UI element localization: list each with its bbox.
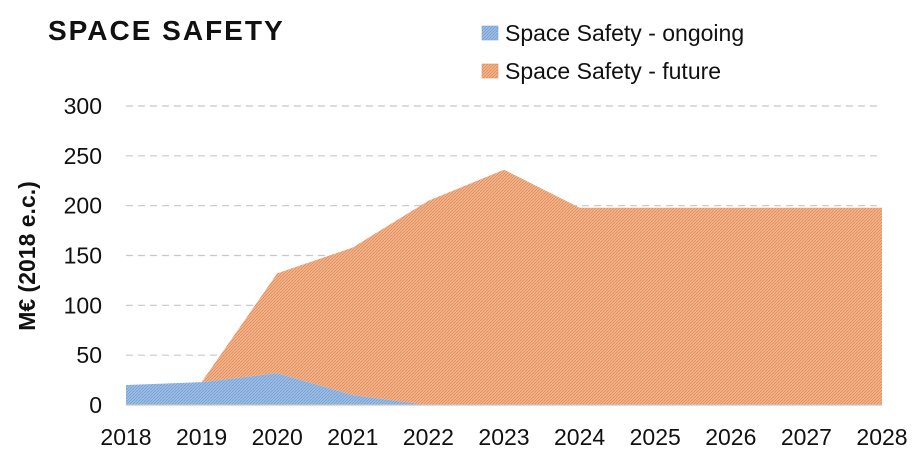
area-series-ongoing (126, 373, 882, 405)
x-tick-label: 2027 (781, 424, 832, 450)
x-axis-ticks: 2018 2019 2020 2021 2022 2023 2024 2025 2026 2027… (100, 424, 907, 450)
y-axis-label: M€ (2018 e.c.) (14, 181, 40, 331)
y-tick-label: 200 (64, 193, 102, 219)
y-tick-label: 150 (64, 243, 102, 269)
x-tick-label: 2019 (176, 424, 227, 450)
legend-label-ongoing: Space Safety - ongoing (505, 20, 744, 46)
y-tick-label: 50 (76, 342, 102, 368)
x-tick-label: 2018 (100, 424, 151, 450)
data-areas (126, 169, 882, 406)
legend-swatch-future (481, 63, 499, 79)
x-tick-label: 2020 (252, 424, 303, 450)
legend: Space Safety - ongoing Space Safety - fu… (481, 20, 744, 84)
x-tick-label: 2021 (327, 424, 378, 450)
y-tick-label: 0 (89, 392, 102, 418)
x-tick-label: 2028 (856, 424, 907, 450)
y-axis-ticks: 0 50 100 150 200 250 300 (64, 93, 102, 418)
chart-title: SPACE SAFETY (48, 15, 285, 46)
area-series-future (126, 169, 882, 405)
y-tick-label: 300 (64, 93, 102, 119)
y-tick-label: 250 (64, 143, 102, 169)
x-tick-label: 2023 (478, 424, 529, 450)
x-tick-label: 2024 (554, 424, 605, 450)
legend-swatch-ongoing (481, 25, 499, 41)
x-tick-label: 2022 (403, 424, 454, 450)
legend-label-future: Space Safety - future (505, 58, 721, 84)
x-tick-label: 2025 (630, 424, 681, 450)
x-tick-label: 2026 (705, 424, 756, 450)
y-tick-label: 100 (64, 292, 102, 318)
